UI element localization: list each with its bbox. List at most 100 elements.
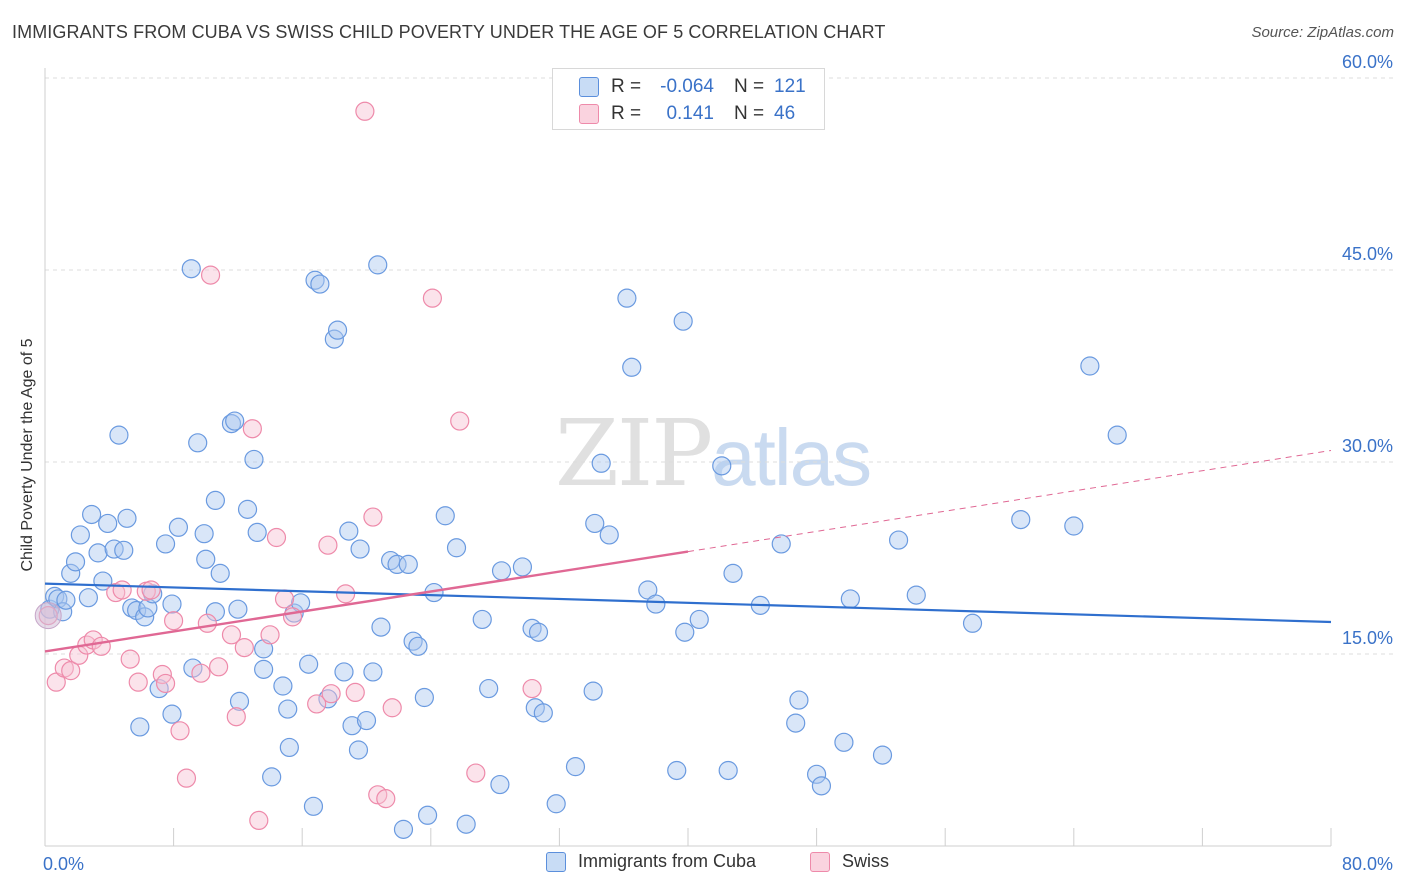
data-point-swiss [155,673,176,694]
data-point-cuba [310,274,330,294]
data-point-cuba [82,504,102,525]
legend-item-swiss[interactable]: Swiss [810,851,889,872]
data-point-cuba [88,543,108,563]
trendline-swiss [44,550,689,653]
legend-item-cuba[interactable]: Immigrants from Cuba [546,851,756,872]
source-label: Source: ZipAtlas.com [1251,24,1394,41]
legend-label-swiss: Swiss [842,851,890,871]
data-point-cuba [490,774,510,795]
data-point-cuba [205,602,225,622]
stats-n-value: 121 [774,76,806,97]
data-point-swiss [234,637,254,658]
legend-label-cuba: Immigrants from Cuba [578,851,757,871]
data-point-cuba [181,259,201,279]
data-point-cuba [303,796,324,816]
data-point-cuba [262,767,282,787]
data-point-cuba [472,609,492,630]
data-point-cuba [117,508,137,528]
data-point-cuba [254,659,274,679]
data-point-cuba [371,617,391,637]
data-point-cuba [188,433,208,453]
data-point-swiss [170,721,190,741]
y-tick-label: 45.0% [1342,244,1393,264]
data-point-cuba [565,757,586,777]
data-point-cuba [109,425,129,445]
y-tick-label: 30.0% [1342,436,1393,456]
data-point-swiss [321,684,341,704]
data-point-cuba [130,717,150,737]
data-point-swiss [112,580,132,600]
data-point-cuba [617,288,637,308]
data-point-swiss [382,698,402,718]
data-point-cuba [363,662,383,682]
data-point-cuba [149,678,169,699]
data-point-swiss [355,101,375,121]
data-point-swiss [363,507,383,527]
data-point-cuba [98,513,118,534]
data-point-cuba [689,609,709,630]
x-tick-label: 0.0% [43,854,84,874]
data-point-cuba [70,525,90,545]
data-point-swiss [221,625,242,645]
data-point-cuba [667,760,687,781]
data-point-cuba [114,540,134,560]
data-point-cuba [583,681,603,701]
y-tick-label: 60.0% [1342,52,1393,72]
data-point-cuba [350,539,370,559]
data-point-cuba [456,814,476,834]
data-point-cuba [356,710,377,731]
data-point-cuba [673,311,693,331]
watermark-atlas: atlas [711,413,872,502]
data-point-cuba [279,737,299,758]
bottom-legend: Immigrants from Cuba Swiss [0,851,1406,879]
data-point-swiss [176,768,197,788]
data-point-cuba [229,691,250,711]
zipatlas-watermark: ZIPatlas [555,400,872,507]
data-point-cuba [65,552,86,572]
stats-row: R = -0.064 N = 121 [553,74,824,100]
data-point-swiss [376,789,396,809]
data-point-swiss [450,411,470,431]
data-point-cuba [221,414,242,434]
data-point-cuba [210,563,230,583]
data-point-cuba [533,703,553,723]
data-point-cuba [334,662,354,682]
data-point-cuba [78,588,99,608]
stats-n-label: N = [734,76,765,97]
data-point-cuba [906,585,926,605]
data-point-cuba [446,538,467,558]
data-point-cuba [414,687,434,708]
data-point-cuba [591,453,611,473]
trendline-cuba [44,582,1332,624]
data-point-cuba [479,678,499,699]
data-point-cuba [168,517,189,537]
data-point-cuba [244,449,264,470]
data-point-cuba [104,539,124,559]
legend-swatch-blue [546,851,566,872]
data-point-cuba [723,563,743,583]
data-point-cuba [155,534,176,554]
data-point-swiss [209,657,229,677]
data-point-cuba [273,676,293,696]
stats-swatch [579,104,599,124]
data-point-cuba [162,704,182,724]
data-point-swiss [120,649,140,669]
stats-r-value: -0.064 [660,76,714,97]
stats-r-value: 0.141 [666,103,714,124]
data-point-cuba [339,521,359,541]
data-point-swiss [307,694,327,714]
data-point-cuba [1064,516,1084,536]
data-point-swiss [164,611,184,631]
data-point-swiss [466,763,486,783]
data-point-cuba [327,320,348,340]
data-point-cuba [196,549,216,569]
stats-swatch [579,77,599,97]
data-point-swiss [249,810,269,831]
data-point-cuba [237,499,258,519]
data-point-cuba [786,713,806,733]
data-point-cuba [712,456,732,476]
data-point-cuba [675,622,695,642]
data-point-cuba [872,745,893,765]
watermark-zip: ZIP [555,400,713,507]
